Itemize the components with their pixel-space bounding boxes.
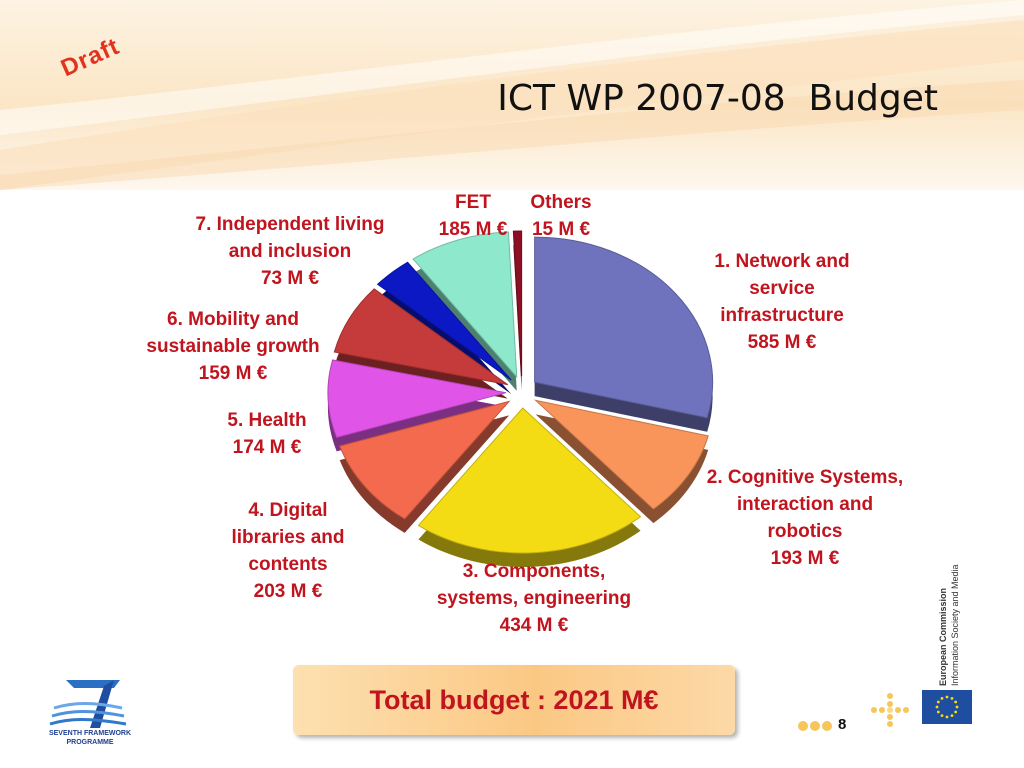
pie-slice-2 — [533, 399, 709, 510]
label-network-infrastructure: 1. Network and service infrastructure 585 M… — [714, 251, 850, 353]
header-waves — [0, 0, 1024, 190]
pie-slice-1 — [534, 236, 714, 419]
label-mobility: 6. Mobility and sustainable growth 159 M € — [146, 309, 320, 384]
pie-slice-8 — [412, 231, 518, 379]
fp7-logo-icon — [49, 680, 127, 728]
total-budget-text: Total budget : 2021 M€ — [369, 684, 659, 715]
nav-dots-icon — [798, 718, 834, 736]
page-number: 8 — [838, 716, 847, 733]
page-title: ICT WP 2007-08 Budget — [497, 78, 938, 119]
pie-slice-6 — [333, 288, 509, 386]
label-others: Others 15 M € — [530, 192, 592, 240]
header-band: Draft ICT WP 2007-08 Budget — [0, 0, 1024, 190]
pie-slice-3 — [417, 407, 642, 554]
pie-slice-9 — [512, 230, 523, 377]
label-components: 3. Components, systems, engineering 434 M … — [436, 561, 632, 636]
pie-slice-7 — [376, 261, 512, 381]
fp7-caption: SEVENTH FRAMEWORK PROGRAMME — [48, 730, 132, 746]
label-independent-living: 7. Independent living and inclusion 73 M € — [195, 214, 385, 289]
european-commission-text: European Commission Information Society … — [938, 564, 960, 686]
dots-cross-icon — [871, 693, 909, 727]
total-budget-box: Total budget : 2021 M€ — [293, 665, 735, 735]
label-health: 5. Health 174 M € — [227, 410, 307, 458]
eu-flag-icon — [922, 690, 972, 724]
label-fet: FET 185 M € — [438, 192, 508, 240]
pie-slice-5 — [327, 359, 507, 438]
label-cognitive-systems: 2. Cognitive Systems, interaction and robo… — [706, 467, 904, 569]
pie-slice-4 — [339, 400, 511, 520]
label-digital-libraries: 4. Digital libraries and contents 203 M € — [231, 500, 345, 602]
